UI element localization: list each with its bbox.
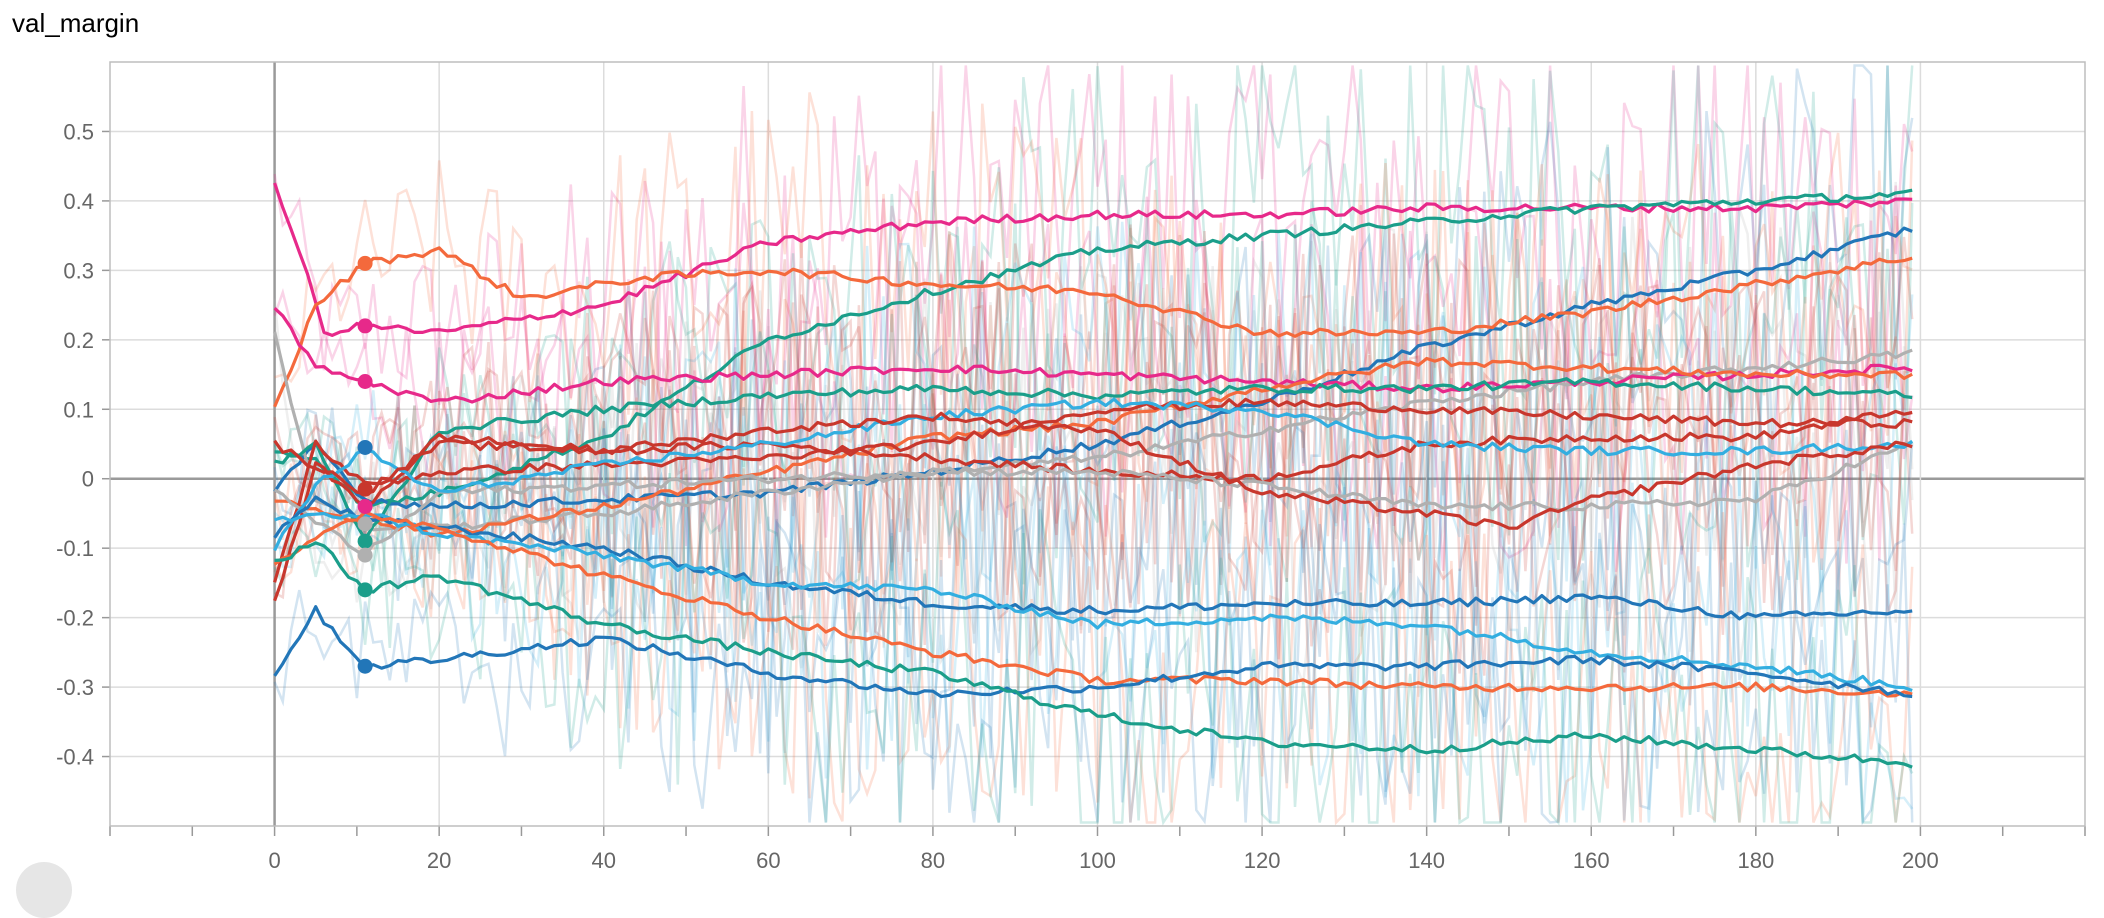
x-tick-labels: 0 20 40 60 80 100 120 140 160 180 200 — [268, 848, 1938, 873]
x-tick-label: 160 — [1573, 848, 1610, 873]
series-line — [273, 226, 1913, 510]
y-tick-label: -0.3 — [56, 675, 94, 700]
series-marker — [357, 582, 373, 598]
raw-series-line — [273, 65, 1914, 577]
series-marker — [357, 516, 373, 532]
series-line — [273, 246, 1913, 408]
hover-markers — [357, 255, 373, 674]
series-line — [274, 511, 1913, 693]
y-tick-labels: 0.5 0.4 0.3 0.2 0.1 0 -0.1 -0.2 -0.3 -0.4 — [56, 119, 94, 769]
series-line — [273, 510, 1913, 698]
raw-series-line — [273, 404, 1914, 823]
x-tick-label: 120 — [1244, 848, 1281, 873]
series-marker — [357, 318, 373, 334]
y-tick-label: 0.3 — [63, 258, 94, 283]
grid-lines — [110, 62, 2085, 826]
series-line — [274, 356, 1913, 538]
raw-series-line — [273, 234, 1913, 684]
series-line — [273, 441, 1913, 559]
y-tick-label: 0 — [82, 467, 94, 492]
y-tick-label: -0.2 — [56, 606, 94, 631]
series-marker — [357, 439, 373, 455]
series-line — [273, 397, 1913, 583]
series-marker — [357, 547, 373, 563]
y-tick-label: 0.5 — [63, 119, 94, 144]
series-line — [273, 307, 1913, 404]
series-marker — [357, 533, 373, 549]
raw-series-line — [273, 469, 1914, 826]
series-marker — [357, 658, 373, 674]
series-line — [273, 411, 1913, 530]
raw-series-line — [273, 200, 1914, 588]
series-line — [274, 541, 1913, 769]
smoothed-series-layer — [273, 182, 1914, 769]
y-tick-label: 0.2 — [63, 328, 94, 353]
x-tick-label: 180 — [1737, 848, 1774, 873]
raw-series-line — [273, 171, 1913, 655]
y-tick-label: -0.4 — [56, 745, 94, 770]
series-marker — [357, 499, 373, 515]
x-tick-label: 80 — [921, 848, 945, 873]
x-tick-label: 60 — [756, 848, 780, 873]
x-tick-label: 200 — [1902, 848, 1939, 873]
series-marker — [357, 255, 373, 271]
series-line — [273, 605, 1913, 699]
series-marker — [357, 373, 373, 389]
plot-frame — [109, 61, 2086, 827]
series-line — [273, 331, 1913, 533]
chart-title: val_margin — [12, 8, 140, 38]
x-tick-label: 0 — [268, 848, 280, 873]
raw-series-line — [273, 65, 1914, 432]
x-tick-label: 140 — [1408, 848, 1445, 873]
series-line — [273, 182, 1913, 337]
x-tick-label: 40 — [592, 848, 616, 873]
y-tick-label: 0.4 — [63, 189, 94, 214]
raw-series-line — [273, 444, 1914, 826]
series-line — [273, 495, 1913, 621]
raw-series-line — [273, 278, 1914, 701]
series-line — [274, 188, 1913, 507]
x-tick-label: 20 — [427, 848, 451, 873]
series-line — [274, 377, 1913, 542]
raw-series-line — [274, 92, 1914, 517]
axes — [102, 61, 2086, 836]
raw-series-line — [273, 181, 1914, 673]
series-marker — [357, 481, 373, 497]
y-tick-label: 0.1 — [63, 397, 94, 422]
line-chart: 0 20 40 60 80 100 120 140 160 180 200 0.5 0.4 0.3 0.2… — [56, 61, 2086, 873]
series-line — [273, 397, 1914, 552]
corner-button[interactable] — [16, 862, 72, 918]
x-tick-label: 100 — [1079, 848, 1116, 873]
y-tick-label: -0.1 — [56, 536, 94, 561]
